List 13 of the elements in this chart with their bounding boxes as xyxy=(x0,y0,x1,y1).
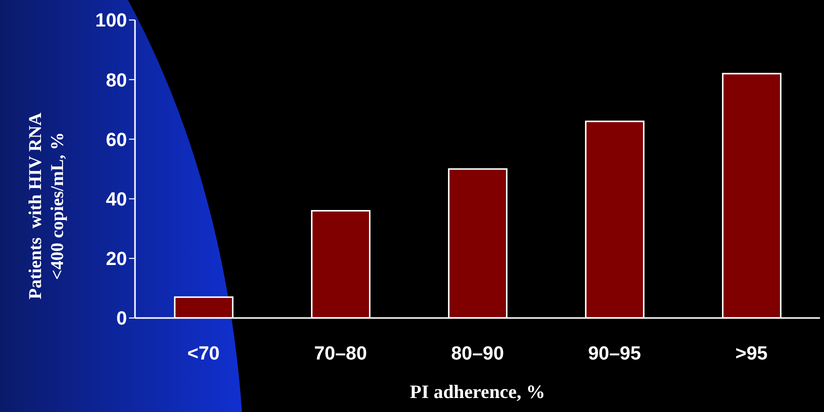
x-tick-label: 70–80 xyxy=(314,343,367,364)
x-tick-label: 80–90 xyxy=(451,343,504,364)
y-tick-label: 20 xyxy=(106,249,127,270)
y-tick-label: 100 xyxy=(95,10,127,32)
x-tick-label: <70 xyxy=(187,343,220,364)
x-tick-label: 90–95 xyxy=(588,343,642,364)
x-tick-label: >95 xyxy=(735,343,768,364)
y-tick-label: 40 xyxy=(106,190,127,211)
y-tick-label: 60 xyxy=(106,130,127,151)
y-tick-label: 0 xyxy=(116,308,127,330)
y-tick-label: 80 xyxy=(106,70,127,92)
x-axis-title: PI adherence, % xyxy=(408,382,546,404)
y-axis-title: Patients with HIV RNA <400 copies/mL, % xyxy=(24,112,68,300)
